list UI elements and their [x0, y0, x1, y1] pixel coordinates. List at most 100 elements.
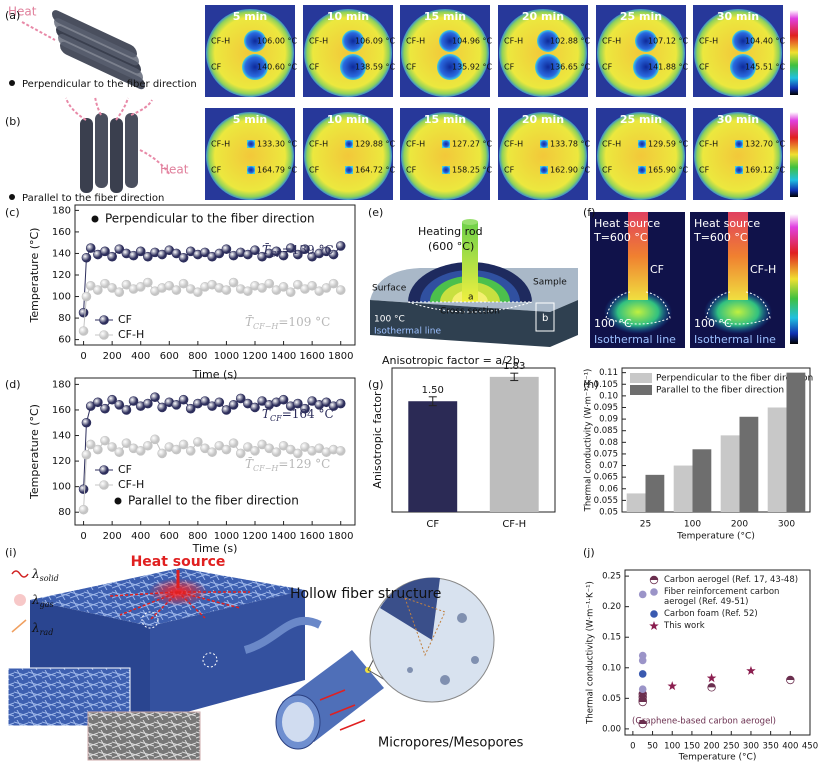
annotation-sub: CF−H	[253, 322, 279, 331]
sample-label: Sample	[533, 278, 567, 288]
legend-marker	[99, 330, 109, 340]
bar	[489, 376, 539, 512]
annotation: T̄CF−H=109 °C	[245, 313, 330, 330]
y-axis-title: Anisotropic factor	[371, 391, 384, 489]
heat-arrow	[21, 21, 56, 41]
y-tick-label: 0.11	[599, 368, 618, 378]
annotation-text: =109 °C	[278, 315, 330, 329]
data-point	[638, 656, 647, 665]
data-point	[107, 251, 117, 262]
annotation-symbol: T̄	[262, 405, 271, 420]
thermal-disk	[597, 9, 685, 97]
time-label: 5 min	[233, 113, 268, 126]
panel-label: (b)	[5, 115, 21, 128]
thermal-disk	[206, 112, 294, 200]
x-tick-label: 800	[188, 351, 207, 362]
data-point	[221, 244, 232, 254]
data-point	[171, 285, 182, 295]
x-axis-title: Temperature (°C)	[678, 753, 757, 762]
colorbar	[790, 10, 798, 95]
sample-label: CF	[602, 63, 613, 72]
x-tick-label: 300	[778, 520, 795, 530]
hot-spot	[730, 54, 756, 80]
y-tick-label: 80	[58, 313, 71, 324]
data-point	[264, 278, 275, 289]
value-label: 1.50	[422, 385, 444, 396]
data-point	[100, 246, 110, 257]
bullet	[9, 194, 15, 200]
annotation-symbol: T̄	[245, 455, 254, 470]
hot-spot	[540, 166, 548, 174]
annotation: Perpendicular to the fiber direction	[105, 212, 315, 226]
sample-label: CF-H	[602, 140, 621, 149]
sample-label: CF	[211, 63, 222, 72]
data-point	[185, 403, 196, 414]
legend-entry: This work	[648, 621, 814, 631]
x-axis-title: Temperature (°C)	[676, 532, 755, 542]
data-point	[107, 283, 117, 293]
x-tick-label: 1400	[271, 351, 296, 362]
legend-marker	[99, 480, 109, 490]
lambda-symbol: λ	[31, 621, 40, 635]
data-point	[293, 249, 303, 260]
colorbar	[790, 112, 798, 197]
data-point	[228, 277, 239, 288]
data-point	[786, 675, 795, 685]
time-label: 15 min	[424, 10, 466, 23]
y-tick-label: 0.25	[602, 572, 621, 582]
sample-label: CF-H	[309, 140, 328, 149]
data-point	[328, 249, 339, 260]
data-point	[707, 683, 716, 692]
data-point	[321, 283, 332, 293]
time-label: 30 min	[717, 113, 759, 126]
thermal-disk	[499, 112, 587, 200]
data-point	[178, 439, 189, 450]
data-point	[164, 280, 175, 291]
plot-frame	[624, 569, 811, 736]
temp-label: 104.96 °C	[452, 37, 493, 46]
heat-label: Heat	[160, 163, 189, 177]
x-tick-label: 25	[640, 520, 651, 530]
legend-label: Perpendicular to the fiber direction	[656, 374, 813, 384]
heat-label: Heat	[8, 5, 37, 19]
thermal-disk	[304, 9, 392, 97]
x-tick-label: 400	[782, 742, 798, 752]
x-tick-label: 0	[80, 531, 86, 542]
lambda-sub: rad	[40, 628, 54, 637]
sample-label: CF	[406, 63, 417, 72]
temp-label: 106.09 °C	[355, 37, 396, 46]
y-axis-title: Temperature (°C)	[28, 404, 41, 500]
annotation-text: =164 °C	[282, 407, 334, 421]
x-tick-label: 350	[763, 742, 779, 752]
legend-label: Fiber reinforcement carbon aerogel (Ref.…	[664, 587, 780, 607]
data-point	[250, 245, 260, 256]
temp-label: 133.30 °C	[257, 140, 298, 149]
data-point	[85, 243, 96, 253]
panel-label: (c)	[5, 206, 20, 219]
sample-label: CF	[211, 166, 222, 175]
temp-label: 140.60 °C	[257, 63, 298, 72]
data-point	[81, 291, 92, 302]
isothermal-label: Isothermal line	[374, 327, 442, 337]
y-tick-label: 0.10	[602, 663, 621, 673]
data-point	[171, 400, 182, 410]
heating-rod-temp: (600 °C)	[428, 240, 474, 253]
panel-label: (f)	[583, 206, 595, 219]
data-point	[667, 681, 677, 691]
legend-marker	[99, 315, 109, 325]
data-point	[235, 393, 246, 404]
data-point	[143, 398, 153, 409]
data-point	[85, 439, 96, 450]
temp-label: 127.27 °C	[452, 140, 493, 149]
y-tick-label: 160	[52, 227, 71, 238]
marker-half	[786, 676, 795, 680]
hot-spot	[247, 140, 255, 148]
time-label: 5 min	[233, 10, 268, 23]
thermal-disk	[401, 9, 489, 97]
y-tick-label: 0.10	[599, 391, 618, 401]
sample-label: CF	[309, 63, 320, 72]
legend-label: This work	[664, 621, 705, 631]
data-point	[200, 247, 210, 258]
